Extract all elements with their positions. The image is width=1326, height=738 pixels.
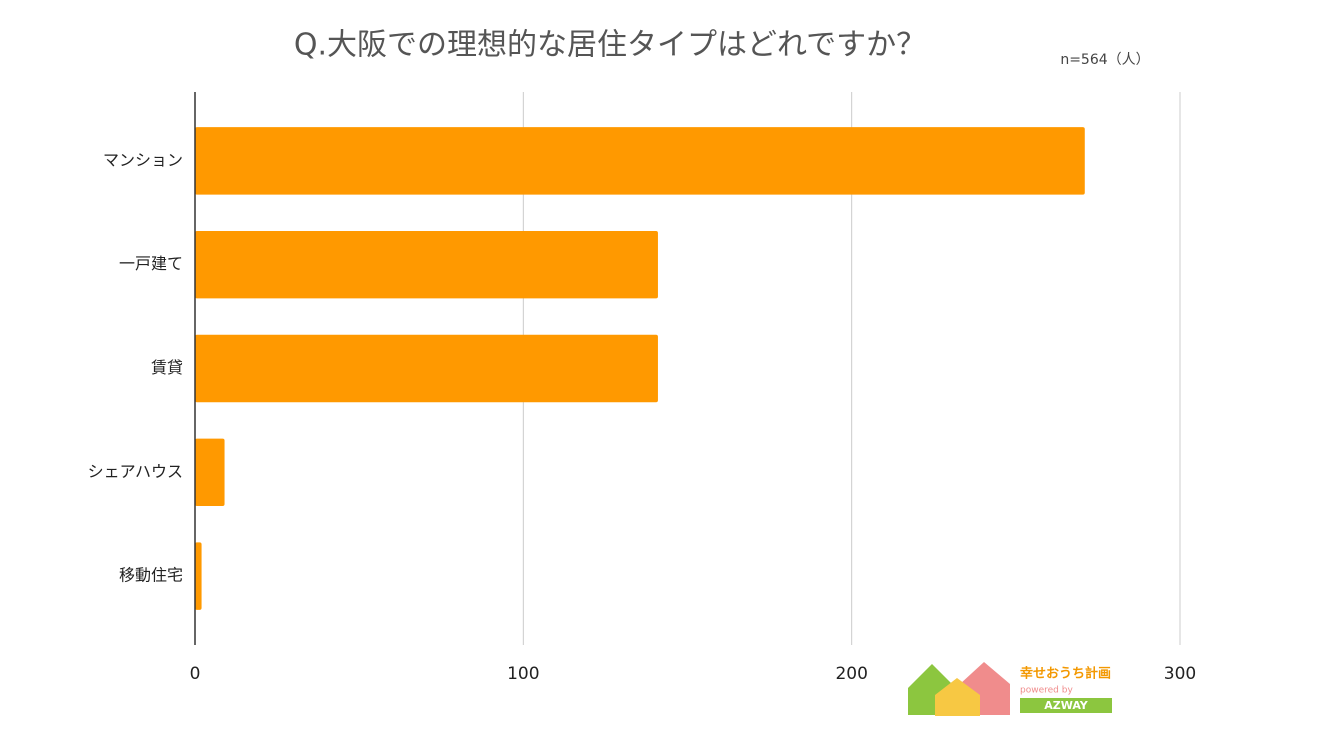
y-tick-label: シェアハウス [88,462,183,481]
y-tick-label: マンション [103,150,183,169]
x-tick-label: 100 [507,664,539,684]
x-tick-label: 0 [190,664,201,684]
bar [195,334,658,403]
bar [195,230,658,299]
bar [195,127,1085,195]
bar [195,438,225,507]
x-tick-label: 200 [835,664,867,684]
y-tick-label: 賃貸 [151,358,183,377]
bar [195,542,202,610]
logo-brand: AZWAY [1044,699,1089,712]
chart-subtitle: n=564（人） [1060,52,1149,68]
chart-title: Q.大阪での理想的な居住タイプはどれですか？ [294,28,926,63]
logo-badge [1020,698,1112,713]
logo-powered: powered by [1020,686,1073,696]
logo: 幸せおうち計画 powered by AZWAY [908,662,1112,716]
y-tick-label: 一戸建て [119,254,183,273]
x-tick-label: 300 [1164,664,1196,684]
y-tick-label: 移動住宅 [119,566,183,585]
logo-house [935,678,980,716]
logo-name: 幸せおうち計画 [1020,666,1111,682]
